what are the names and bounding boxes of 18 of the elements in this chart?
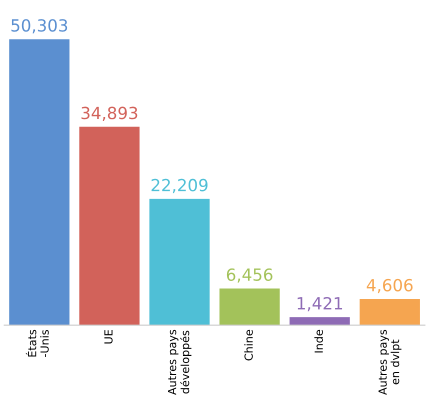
- bar: [360, 298, 420, 326]
- bar: [290, 317, 350, 326]
- data-label: 4,606: [366, 278, 413, 294]
- x-tick-label: États -Unis: [26, 330, 49, 357]
- data-label: 50,303: [11, 19, 68, 34]
- bar: [9, 39, 70, 326]
- x-tick-label: Autres pays en dvlpt: [378, 330, 402, 395]
- x-tick-label: Chine: [244, 330, 253, 360]
- x-tick-label: UE: [104, 330, 113, 344]
- x-tick-label: Autres pays développés: [168, 330, 192, 395]
- data-label: 6,456: [226, 268, 272, 283]
- data-label: 34,893: [82, 106, 138, 121]
- bar: [149, 198, 210, 326]
- bar: [219, 288, 280, 326]
- data-label: 22,209: [152, 178, 208, 194]
- data-label: 1,421: [298, 296, 342, 312]
- bar: [79, 126, 140, 326]
- x-tick-label: Inde: [314, 330, 323, 352]
